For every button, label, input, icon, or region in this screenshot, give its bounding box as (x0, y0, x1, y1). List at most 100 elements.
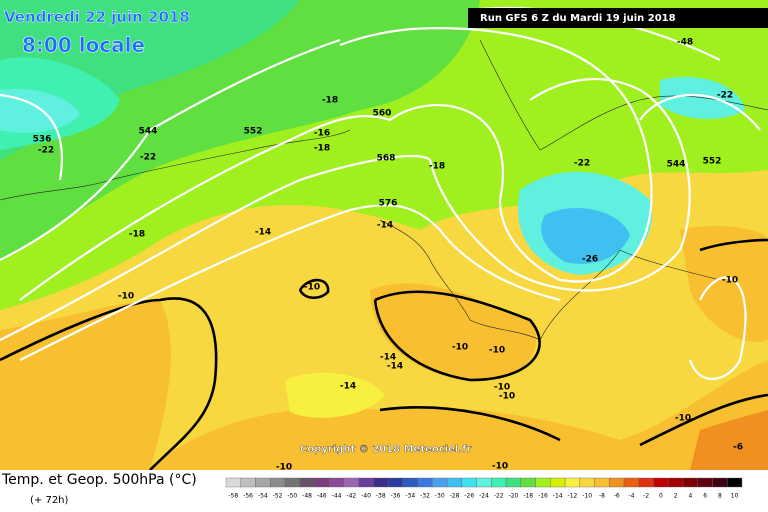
contour-label: -6 (733, 443, 743, 453)
contour-label: -14 (340, 382, 356, 392)
scale-label: -6 (614, 493, 620, 500)
scale-label: -28 (450, 493, 460, 500)
isotherm-line (373, 290, 541, 382)
scale-label: -44 (332, 493, 342, 500)
contour-label: 552 (244, 127, 263, 137)
scale-label: 2 (674, 493, 678, 500)
contour-label: -48 (677, 38, 693, 48)
scale-label: -50 (287, 493, 297, 500)
scale-swatch (329, 477, 345, 488)
scale-label: -52 (273, 493, 283, 500)
scale-swatch (550, 477, 566, 488)
contour-label: -18 (429, 162, 445, 172)
scale-swatch (653, 477, 669, 488)
scale-label: -56 (243, 493, 253, 500)
field-warm-west (0, 300, 171, 470)
contour-label: 544 (667, 160, 686, 170)
contour-label: -10 (276, 463, 292, 473)
scale-swatch (579, 477, 595, 488)
scale-label: -2 (643, 493, 649, 500)
scale-swatch (373, 477, 389, 488)
scale-swatch (668, 477, 684, 488)
run-info: Run GFS 6 Z du Mardi 19 juin 2018 (480, 13, 676, 24)
contour-label: -10 (675, 414, 691, 424)
scale-swatch (520, 477, 536, 488)
scale-swatch (446, 477, 463, 488)
isotherm-line (379, 406, 561, 442)
contour (19, 204, 561, 361)
scale-label: -30 (435, 493, 445, 500)
scale-swatch (682, 477, 698, 488)
scale-swatch (623, 477, 639, 488)
forecast-date: Vendredi 22 juin 2018 (4, 8, 190, 26)
footer-title: Temp. et Geop. 500hPa (°C) (1, 472, 197, 488)
scale-label: -38 (376, 493, 386, 500)
scale-swatch (343, 477, 359, 488)
scale-swatch (402, 477, 418, 488)
contour-label: -10 (452, 343, 468, 353)
scale-label: -58 (228, 493, 238, 500)
contour-label: -10 (499, 392, 515, 402)
scale-label: -4 (628, 493, 634, 500)
scale-swatch (712, 477, 728, 488)
contour-label: -10 (492, 462, 508, 472)
scale-label: -16 (538, 493, 548, 500)
scale-swatch (417, 477, 433, 488)
scale-label: -54 (258, 493, 268, 500)
field-cold-center (541, 207, 630, 264)
scale-label: -10 (582, 493, 592, 500)
contour-label: -18 (129, 230, 145, 240)
contour-label: -14 (387, 362, 403, 372)
scale-swatch (240, 477, 256, 488)
temperature-field (0, 0, 768, 470)
scale-label: -14 (553, 493, 563, 500)
contour-label: 552 (703, 157, 722, 167)
field-cool-pool (285, 372, 385, 418)
field-darkgreen (0, 0, 300, 160)
contour-label: -14 (377, 221, 393, 231)
footer (0, 470, 768, 512)
contour (19, 27, 653, 301)
scale-label: 10 (731, 493, 739, 500)
scale-label: -20 (509, 493, 519, 500)
scale-label: 6 (703, 493, 707, 500)
contour (0, 38, 341, 261)
scale-label: -48 (302, 493, 312, 500)
contour-label: 560 (373, 109, 392, 119)
isotherm-line (298, 278, 330, 300)
field-warm-south (150, 360, 768, 470)
scale-swatch (270, 477, 286, 488)
scale-swatch (314, 477, 330, 488)
scale-label: 8 (718, 493, 722, 500)
coastline (479, 39, 768, 151)
contour-label: 544 (139, 127, 158, 137)
run-box (468, 8, 768, 28)
scale-label: -22 (494, 493, 504, 500)
contour-label: -22 (717, 91, 733, 101)
scale-swatch (638, 477, 654, 488)
contour (0, 93, 63, 181)
forecast-step: (+ 72h) (30, 495, 69, 506)
contour-label: 576 (379, 199, 398, 209)
scale-label: -24 (479, 493, 489, 500)
scale-swatch (299, 477, 315, 488)
scale-swatch (609, 477, 625, 488)
scale-swatch (387, 477, 404, 488)
scale-label: -18 (523, 493, 533, 500)
scale-label: -12 (568, 493, 578, 500)
scale-swatch (505, 477, 522, 488)
forecast-time: 8:00 locale (22, 33, 145, 57)
scale-swatch (432, 477, 448, 488)
scale-label: -32 (420, 493, 430, 500)
contour-label: -14 (380, 353, 396, 363)
scale-swatch (225, 477, 241, 488)
field-hot-southeast (690, 410, 768, 470)
isotherm-line (0, 297, 218, 471)
scale-swatch (284, 477, 300, 488)
contour (0, 78, 691, 341)
contour-label: -18 (322, 96, 338, 106)
scale-label: -46 (317, 493, 327, 500)
contour-label: -10 (722, 276, 738, 286)
coastline (0, 129, 351, 201)
